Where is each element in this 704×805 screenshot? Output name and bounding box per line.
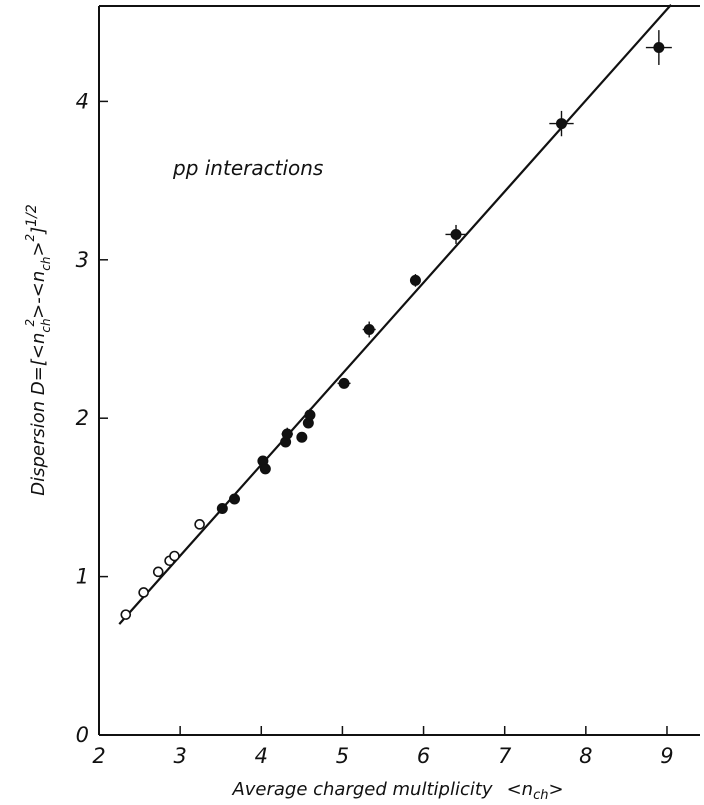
open-circle-point bbox=[120, 609, 132, 620]
open-circle-point bbox=[152, 566, 164, 578]
y-axis-title-group: Dispersion D=[<nch2>-<nch>2]1/2 bbox=[23, 204, 53, 496]
open-circle-point bbox=[194, 519, 205, 530]
y-ticks: 0 1 2 3 4 bbox=[76, 89, 108, 747]
filled-circle-point bbox=[281, 428, 293, 440]
fit-line bbox=[118, 4, 672, 625]
filled-circle-point bbox=[653, 42, 665, 54]
y-tick-label: 2 bbox=[76, 406, 89, 430]
y-tick-label: 0 bbox=[76, 723, 89, 747]
filled-circle-point bbox=[259, 463, 271, 475]
x-tick-label: 6 bbox=[417, 744, 430, 768]
open-circle-point bbox=[169, 550, 180, 562]
filled-circle-point bbox=[450, 228, 462, 240]
y-axis-title: Dispersion D=[<nch2>-<nch>2]1/2 bbox=[23, 204, 53, 496]
open-circle-point bbox=[138, 587, 149, 598]
x-tick-label: 4 bbox=[255, 744, 268, 768]
x-tick-label: 5 bbox=[336, 744, 349, 768]
fit-line-group bbox=[118, 4, 672, 625]
x-tick-label: 8 bbox=[579, 744, 592, 768]
x-tick-label: 2 bbox=[92, 744, 105, 768]
x-tick-label: 9 bbox=[660, 744, 673, 768]
y-tick-label: 1 bbox=[76, 565, 89, 589]
data-points bbox=[120, 30, 672, 620]
y-tick-label: 4 bbox=[76, 89, 89, 113]
y-tick-label: 3 bbox=[76, 248, 89, 272]
x-tick-label: 3 bbox=[173, 744, 186, 768]
annotation-pp-interactions: pp interactions bbox=[172, 156, 323, 180]
filled-circle-point bbox=[555, 118, 567, 130]
x-tick-label: 7 bbox=[498, 744, 512, 768]
filled-circle-point bbox=[338, 377, 350, 389]
x-ticks: 2 3 4 5 6 7 8 9 bbox=[92, 726, 674, 768]
filled-circle-point bbox=[296, 431, 308, 443]
filled-circle-point bbox=[229, 493, 241, 505]
x-axis-title: Average charged multiplicity <nch> bbox=[231, 779, 563, 803]
axes-frame bbox=[98, 5, 700, 736]
filled-circle-point bbox=[216, 502, 228, 514]
filled-circle-point bbox=[409, 274, 421, 286]
filled-circle-point bbox=[304, 409, 316, 421]
filled-circle-point bbox=[363, 323, 375, 335]
